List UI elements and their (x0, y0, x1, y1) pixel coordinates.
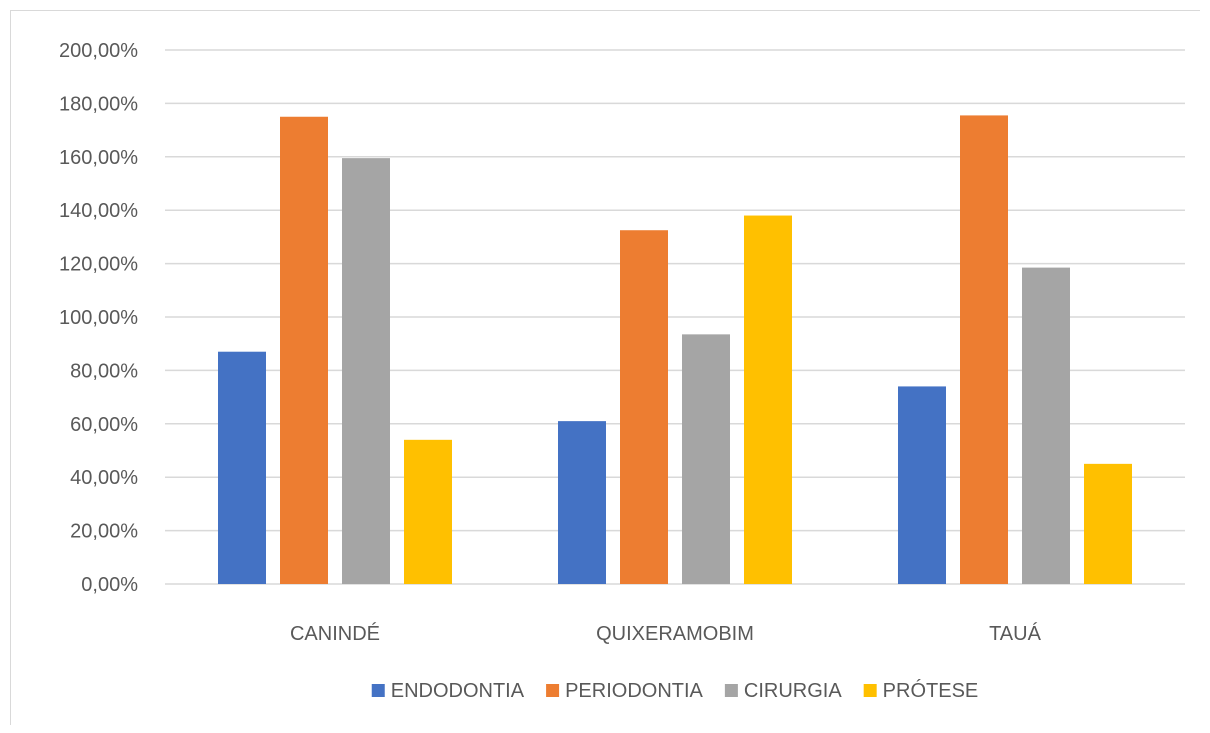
gridlines (165, 49, 1185, 585)
x-axis-categories: CANINDÉ QUIXERAMOBIM TAUÁ (290, 622, 1042, 645)
y-tick-label: 100,00% (59, 307, 138, 329)
y-tick-label: 140,00% (59, 200, 138, 222)
chart-frame (10, 10, 1200, 725)
bar-cirurgia-3 (1022, 267, 1070, 584)
legend-label: PERIODONTIA (565, 680, 703, 702)
legend-label: ENDODONTIA (391, 680, 525, 702)
bar-prótese-2 (744, 215, 792, 585)
bar-periodontia-1 (280, 116, 328, 584)
bar-prótese-1 (404, 439, 452, 584)
y-tick-label: 20,00% (70, 521, 138, 543)
bar-periodontia-3 (960, 115, 1008, 584)
bars (218, 115, 1132, 585)
y-tick-label: 160,00% (59, 147, 138, 169)
y-tick-label: 180,00% (59, 93, 138, 115)
x-category-label: TAUÁ (989, 622, 1042, 645)
x-category-label: QUIXERAMOBIM (596, 623, 754, 645)
bar-endodontia-3 (898, 386, 946, 584)
y-tick-label: 0,00% (81, 574, 138, 596)
bar-periodontia-2 (620, 230, 668, 584)
y-tick-label: 200,00% (59, 40, 138, 62)
bar-endodontia-2 (558, 421, 606, 584)
legend-swatch (371, 684, 385, 697)
legend: ENDODONTIA PERIODONTIA CIRURGIA PRÓTESE (371, 679, 979, 702)
legend-label: PRÓTESE (883, 679, 979, 702)
legend-swatch (546, 684, 560, 697)
x-category-label: CANINDÉ (290, 622, 380, 645)
y-axis-ticks: 0,00% 20,00% 40,00% 60,00% 80,00% 100,00% 120,… (59, 40, 138, 596)
y-tick-label: 120,00% (59, 254, 138, 276)
bar-cirurgia-2 (682, 334, 730, 584)
legend-swatch (724, 684, 738, 697)
bar-cirurgia-1 (342, 158, 390, 584)
bar-prótese-3 (1084, 463, 1132, 584)
y-tick-label: 40,00% (70, 467, 138, 489)
bar-endodontia-1 (218, 351, 266, 584)
legend-swatch (863, 684, 877, 697)
y-tick-label: 60,00% (70, 414, 138, 436)
legend-label: CIRURGIA (744, 680, 842, 702)
y-tick-label: 80,00% (70, 360, 138, 382)
